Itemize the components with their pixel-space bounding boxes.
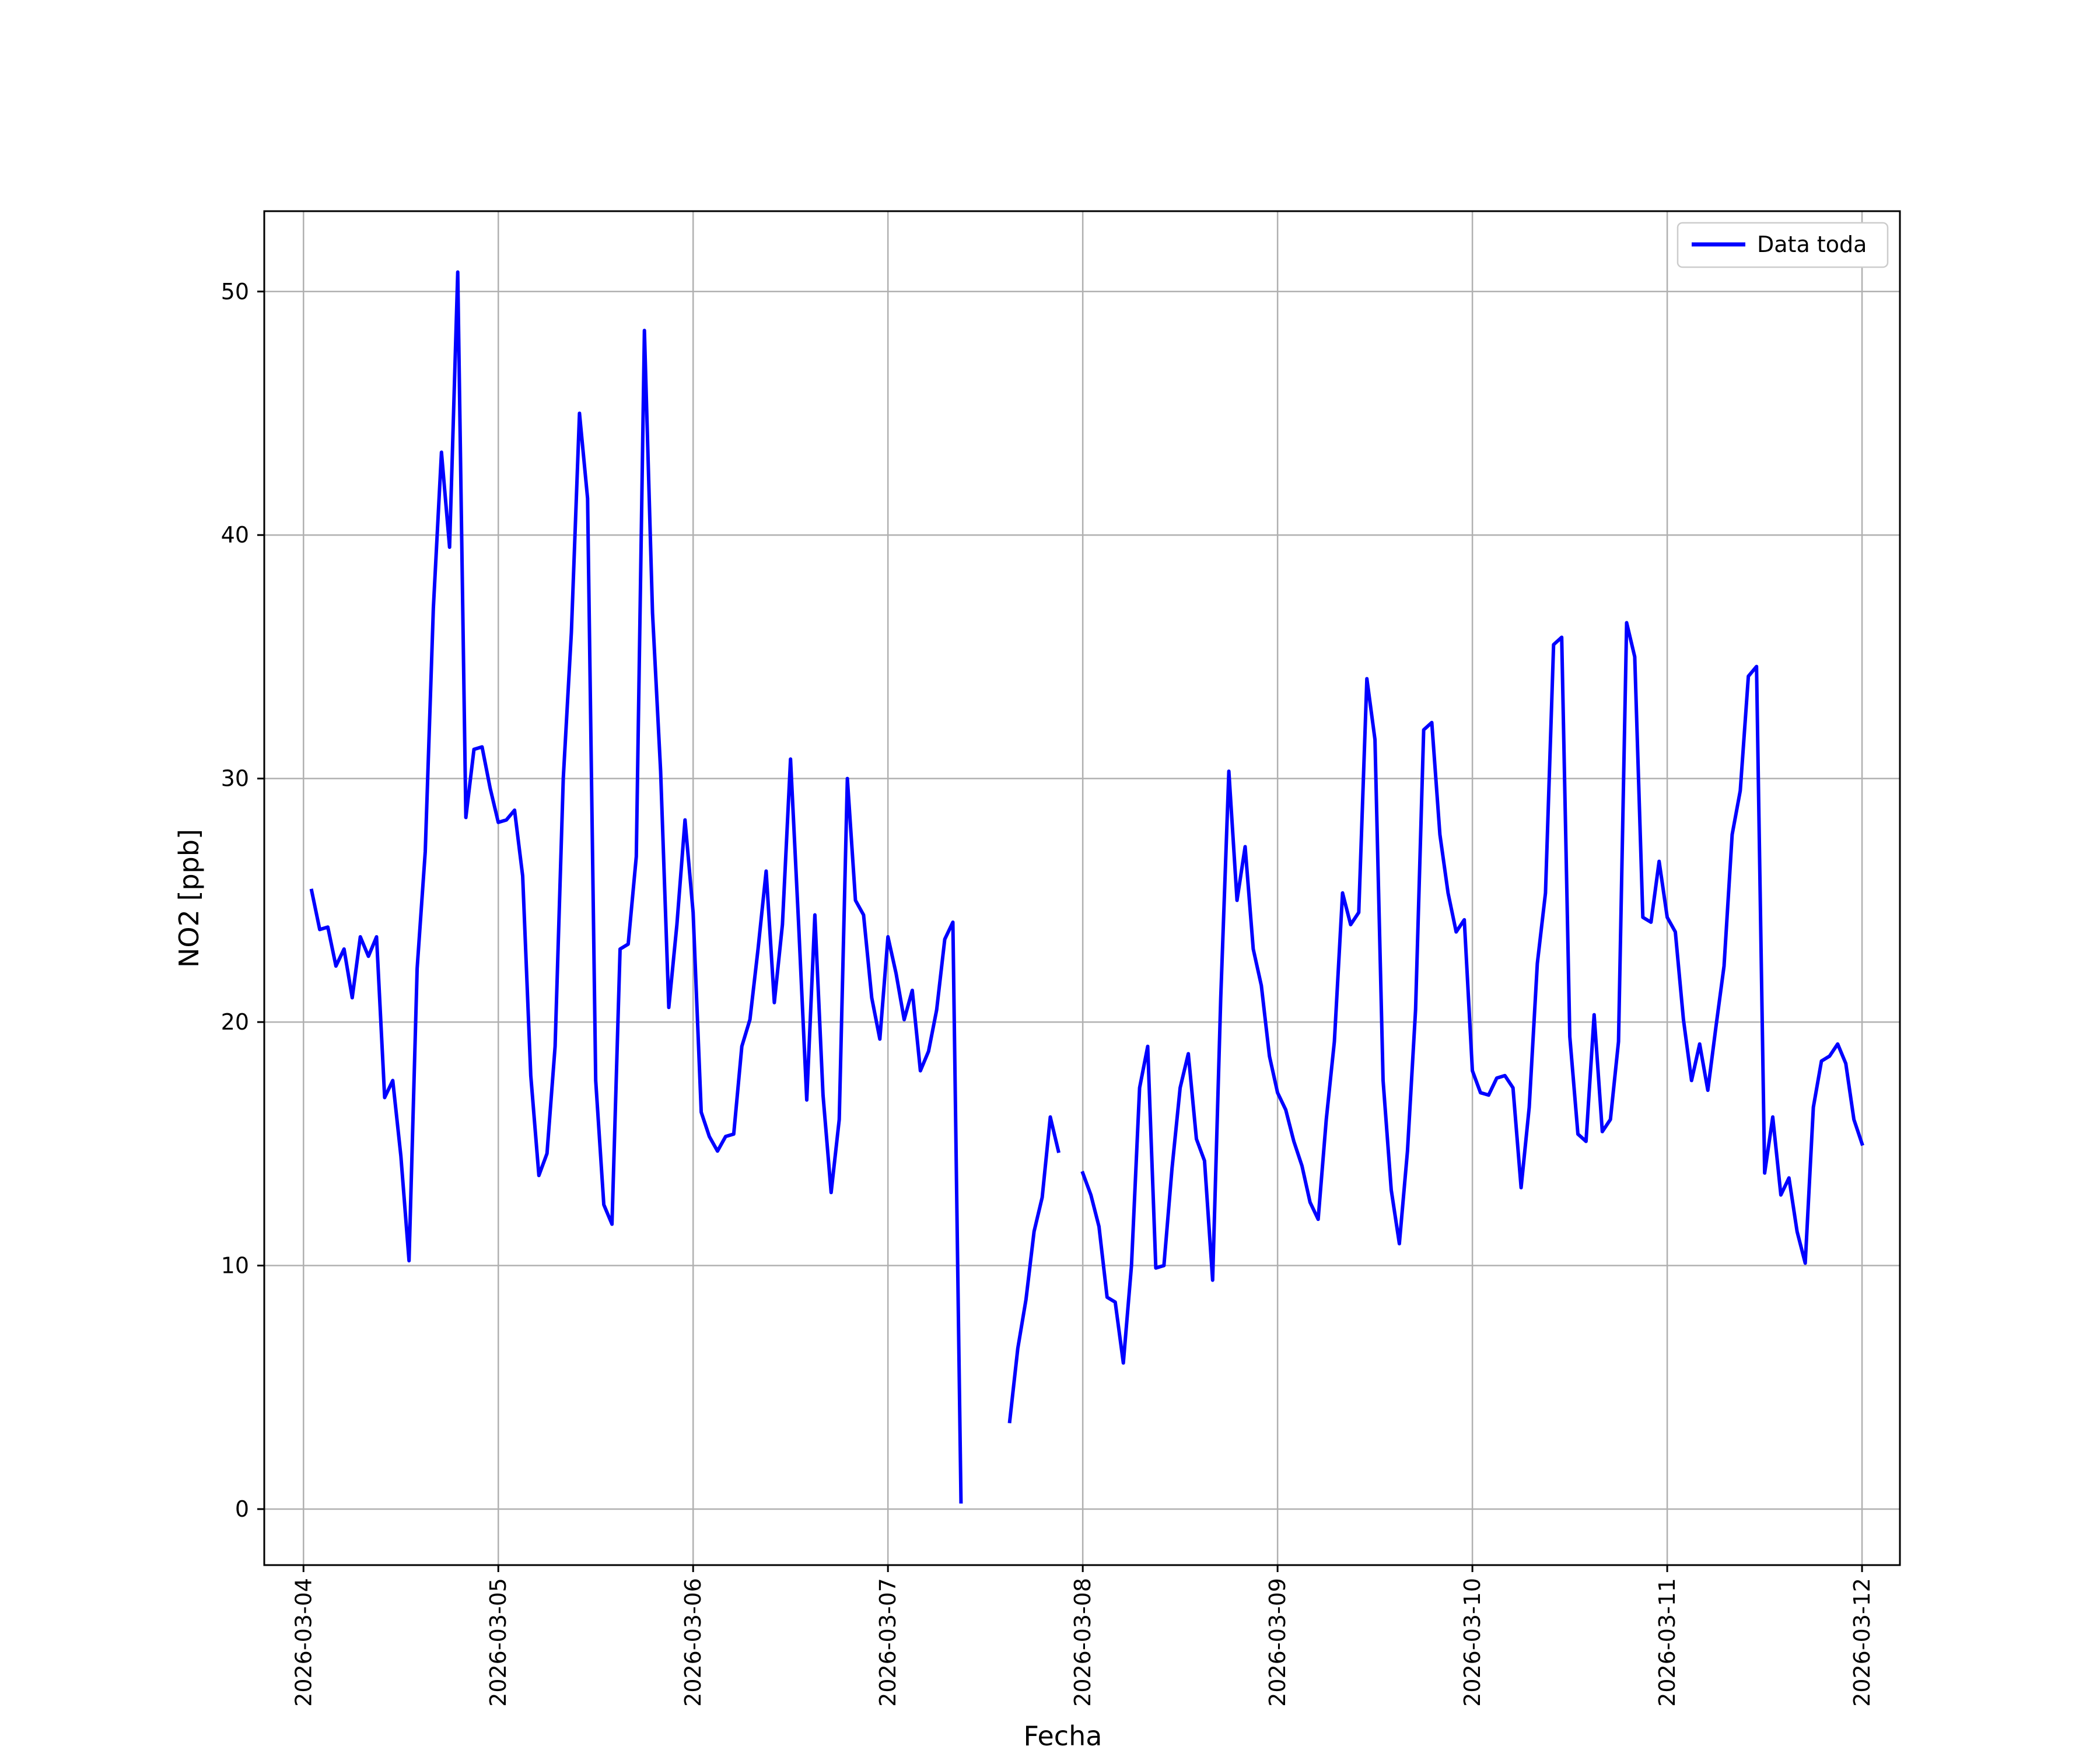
- y-tick-label: 20: [221, 1009, 249, 1035]
- series-line-segment: [1007, 1115, 1061, 1424]
- y-tick-label: 40: [221, 522, 249, 548]
- y-tick-label: 10: [221, 1253, 249, 1279]
- series-layer: [309, 270, 1864, 1504]
- x-tick-label: 2026-03-07: [875, 1578, 901, 1707]
- legend-label: Data toda: [1757, 232, 1867, 257]
- x-tick-label: 2026-03-04: [290, 1578, 316, 1707]
- x-tick-label: 2026-03-06: [680, 1578, 706, 1707]
- y-tick-label: 0: [235, 1496, 249, 1522]
- x-axis: 2026-03-04 2026-03-05 2026-03-06 2026-03-07…: [290, 1565, 1875, 1707]
- x-tick-label: 2026-03-12: [1849, 1578, 1875, 1707]
- gridlines: [264, 211, 1900, 1565]
- y-tick-label: 50: [221, 279, 249, 304]
- x-tick-label: 2026-03-05: [485, 1578, 511, 1707]
- x-tick-label: 2026-03-08: [1070, 1578, 1096, 1707]
- y-tick-label: 30: [221, 766, 249, 792]
- y-axis-title: NO2 [ppb]: [173, 829, 205, 968]
- y-axis: 0 10 20 30 40 50: [221, 279, 264, 1522]
- legend: Data toda: [1676, 222, 1889, 268]
- legend-box: [1676, 222, 1889, 268]
- series-line-segment: [1080, 621, 1864, 1365]
- x-tick-label: 2026-03-09: [1265, 1578, 1290, 1707]
- x-tick-label: 2026-03-10: [1460, 1578, 1485, 1707]
- series-line-segment: [309, 270, 963, 1504]
- x-tick-label: 2026-03-11: [1654, 1578, 1680, 1707]
- x-axis-title: Fecha: [1024, 1720, 1102, 1750]
